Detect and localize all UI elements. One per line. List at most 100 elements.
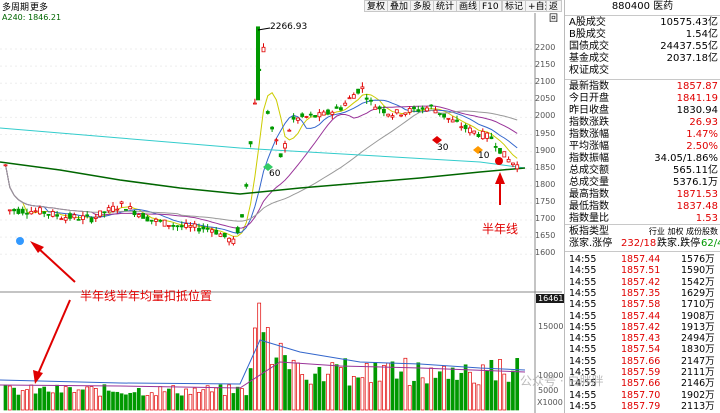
candle-body bbox=[412, 106, 416, 110]
quote-row-label: 昨日收盘 bbox=[569, 105, 609, 116]
volume-bar bbox=[210, 391, 214, 411]
volume-bar bbox=[356, 377, 360, 411]
candle-body bbox=[442, 113, 447, 118]
volume-bar bbox=[429, 367, 434, 411]
annotation-main-text: 半年线半年均量扣抵位置 bbox=[80, 289, 213, 303]
candle-body bbox=[326, 109, 330, 115]
ball-marker-blue bbox=[16, 237, 24, 245]
volume-bar bbox=[455, 379, 459, 411]
candle-body bbox=[510, 162, 515, 166]
volume-axis-label: 15000 bbox=[538, 322, 564, 331]
marker-10-label: 10 bbox=[478, 151, 490, 161]
candle-body bbox=[463, 124, 468, 130]
volume-bar bbox=[25, 389, 29, 411]
diamond-60-marker bbox=[263, 163, 273, 171]
volume-bar bbox=[59, 392, 64, 411]
updown-value: 232/18 bbox=[621, 238, 657, 249]
quote-row-label: 今日开盘 bbox=[569, 93, 609, 104]
index-name: 医药 bbox=[653, 1, 674, 12]
candle-body bbox=[386, 113, 391, 117]
price-axis-label: 1900 bbox=[535, 145, 556, 155]
tick-volume: 1542万 bbox=[681, 276, 715, 288]
sector-type-row: 板指类型 行业 加权 成份股数 bbox=[565, 226, 720, 237]
candle-body bbox=[394, 109, 399, 114]
quote-row-value: 1857.87 bbox=[676, 81, 718, 92]
tick-time: 14:55 bbox=[569, 276, 597, 288]
candle-body bbox=[214, 229, 219, 235]
tick-row: 14:55 1857.79 2113万 bbox=[565, 401, 720, 412]
volume-bar bbox=[347, 385, 352, 411]
volume-axis-label: 10000 bbox=[538, 371, 564, 380]
quote-row: 总成交额 565.11亿 bbox=[565, 165, 720, 176]
volume-bar bbox=[231, 393, 236, 411]
candle-body bbox=[16, 208, 21, 214]
volume-bar bbox=[416, 362, 421, 411]
toolbar-button-5[interactable]: F10 bbox=[479, 0, 502, 12]
volume-bar bbox=[511, 370, 515, 411]
price-axis-label: 1600 bbox=[535, 248, 556, 258]
kline-chart-area[interactable]: 多周期 更多 复权 叠加 多股 统计 画线 F10 标记 +自选 返回 A240: 1846.2… bbox=[0, 0, 566, 413]
volume-bar bbox=[506, 381, 511, 411]
multi-period-menu[interactable]: 多周期 bbox=[2, 3, 30, 13]
candle-body bbox=[502, 151, 507, 158]
candle-body bbox=[89, 217, 94, 223]
candle-body bbox=[240, 214, 244, 218]
volume-bar bbox=[102, 384, 107, 411]
candle-body bbox=[295, 117, 300, 121]
more-menu[interactable]: 更多 bbox=[30, 3, 49, 13]
candle-body bbox=[128, 206, 133, 210]
price-axis-label: 1750 bbox=[535, 196, 556, 206]
tick-volume: 2113万 bbox=[681, 400, 715, 412]
volume-unit: X1000 bbox=[537, 398, 563, 407]
quote-row-label: 基金成交 bbox=[569, 53, 609, 64]
candle-body bbox=[364, 97, 369, 100]
tick-time: 14:55 bbox=[569, 333, 597, 345]
volume-bar bbox=[7, 385, 12, 411]
volume-bar bbox=[3, 384, 8, 411]
volume-bar bbox=[214, 387, 219, 411]
quote-row-value: 10575.43亿 bbox=[660, 17, 718, 28]
volume-bar bbox=[308, 383, 313, 411]
tick-row: 14:55 1857.70 1902万 bbox=[565, 390, 720, 401]
price-axis-label: 1650 bbox=[535, 231, 556, 241]
candle-body bbox=[25, 212, 29, 215]
volume-bar bbox=[171, 385, 176, 411]
candle-body bbox=[455, 119, 459, 122]
tick-time: 14:55 bbox=[569, 355, 597, 367]
tick-time: 14:55 bbox=[569, 344, 597, 356]
quote-row: 指数量比 1.53 bbox=[565, 213, 720, 224]
marker-60-label: 60 bbox=[269, 169, 281, 179]
candle-body bbox=[446, 117, 451, 120]
price-axis-label: 2150 bbox=[535, 60, 556, 70]
ma60-line bbox=[5, 109, 518, 222]
quote-row-label: 指数涨跌 bbox=[569, 117, 609, 128]
candle-body bbox=[12, 209, 17, 212]
updown-row: 涨家.涨停 232/18 跌家.跌停 62/4 bbox=[565, 238, 720, 249]
candle-body bbox=[115, 208, 120, 211]
volume-bar bbox=[463, 364, 468, 411]
tick-price: 1857.54 bbox=[621, 344, 661, 356]
tick-volume: 1830万 bbox=[681, 344, 715, 356]
volume-bar bbox=[515, 358, 520, 411]
diamond-30-marker bbox=[432, 136, 442, 144]
tick-price: 1857.43 bbox=[621, 333, 661, 345]
quote-row-label: 最低指数 bbox=[569, 201, 609, 212]
candle-body bbox=[472, 130, 477, 134]
quote-row-label: 指数量比 bbox=[569, 213, 609, 224]
candle-body bbox=[265, 111, 270, 114]
volume-bar bbox=[485, 370, 489, 411]
ma120-line bbox=[0, 127, 526, 169]
breakout-candle bbox=[256, 26, 260, 101]
tick-volume: 2147万 bbox=[681, 355, 715, 367]
watermark: 公众号 · 白胖胖 bbox=[520, 374, 604, 388]
ma10-line bbox=[5, 99, 518, 234]
panel-header: 880400 医药 bbox=[565, 0, 720, 14]
candle-body bbox=[38, 207, 42, 215]
volume-bar bbox=[450, 367, 455, 411]
toolbar-button-8[interactable]: 返回 bbox=[546, 0, 562, 24]
tick-volume: 2146万 bbox=[681, 378, 715, 390]
volume-bar bbox=[145, 395, 150, 411]
price-axis-label: 1700 bbox=[535, 214, 556, 223]
price-axis-label: 2200 bbox=[535, 43, 556, 52]
sector-tabs[interactable]: 行业 加权 成份股数 bbox=[648, 227, 718, 236]
